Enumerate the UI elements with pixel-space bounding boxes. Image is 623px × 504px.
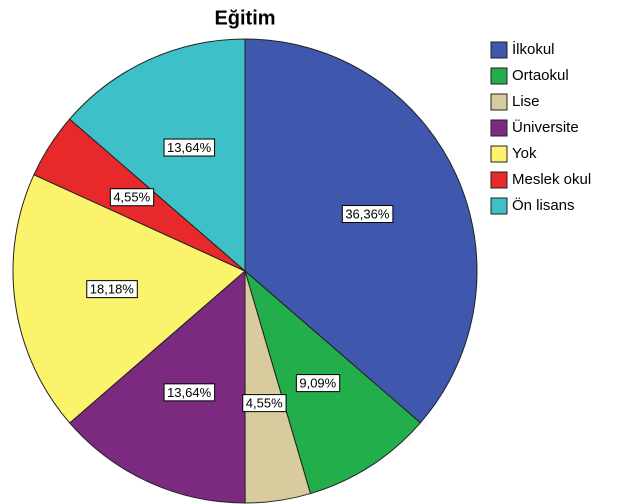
legend-text: Ön lisans bbox=[512, 196, 575, 214]
slice-label: 13,64% bbox=[167, 385, 212, 400]
slice-label: 18,18% bbox=[90, 282, 135, 297]
legend-swatch bbox=[490, 145, 508, 163]
pie-slice bbox=[12, 174, 246, 424]
legend-swatch bbox=[490, 171, 508, 189]
slice-label-group: 36,36% bbox=[341, 205, 394, 224]
legend-text: Meslek okul bbox=[512, 171, 591, 188]
legend-swatch bbox=[490, 41, 508, 59]
slice-label: 9,09% bbox=[299, 376, 336, 391]
legend-swatch bbox=[490, 67, 508, 85]
slice-label-box bbox=[163, 383, 216, 402]
pie-slice bbox=[68, 38, 246, 273]
pie-slice bbox=[244, 38, 478, 424]
slice-label-box bbox=[341, 205, 394, 224]
legend-text: Üniversite bbox=[512, 118, 579, 136]
slice-label-group: 18,18% bbox=[86, 280, 138, 299]
legend-swatch bbox=[490, 93, 508, 111]
slice-label-box bbox=[163, 138, 216, 157]
legend-text: Ortaokul bbox=[512, 67, 569, 84]
slice-label-box bbox=[86, 280, 138, 299]
slice-label: 13,64% bbox=[167, 140, 212, 155]
legend-text: İlkokul bbox=[512, 40, 555, 58]
slice-label-group: 4,55% bbox=[109, 188, 155, 207]
slice-label: 4,55% bbox=[113, 190, 150, 205]
slice-label-group: 4,55% bbox=[242, 394, 287, 413]
legend-swatch bbox=[490, 119, 508, 137]
slice-label-box bbox=[109, 188, 155, 207]
pie-slice bbox=[68, 269, 246, 504]
slice-label-group: 13,64% bbox=[163, 138, 216, 157]
legend-text: Lise bbox=[512, 93, 540, 110]
slice-label-box bbox=[242, 394, 287, 413]
slice-label-group: 13,64% bbox=[163, 383, 216, 402]
slice-label-group: 9,09% bbox=[295, 374, 341, 393]
slice-label-box bbox=[295, 374, 341, 393]
legend-swatch bbox=[490, 197, 508, 215]
chart-title: Eğitim bbox=[214, 7, 275, 29]
slice-label: 36,36% bbox=[345, 207, 390, 222]
slice-label: 4,55% bbox=[246, 396, 283, 411]
legend-text: Yok bbox=[512, 145, 537, 162]
